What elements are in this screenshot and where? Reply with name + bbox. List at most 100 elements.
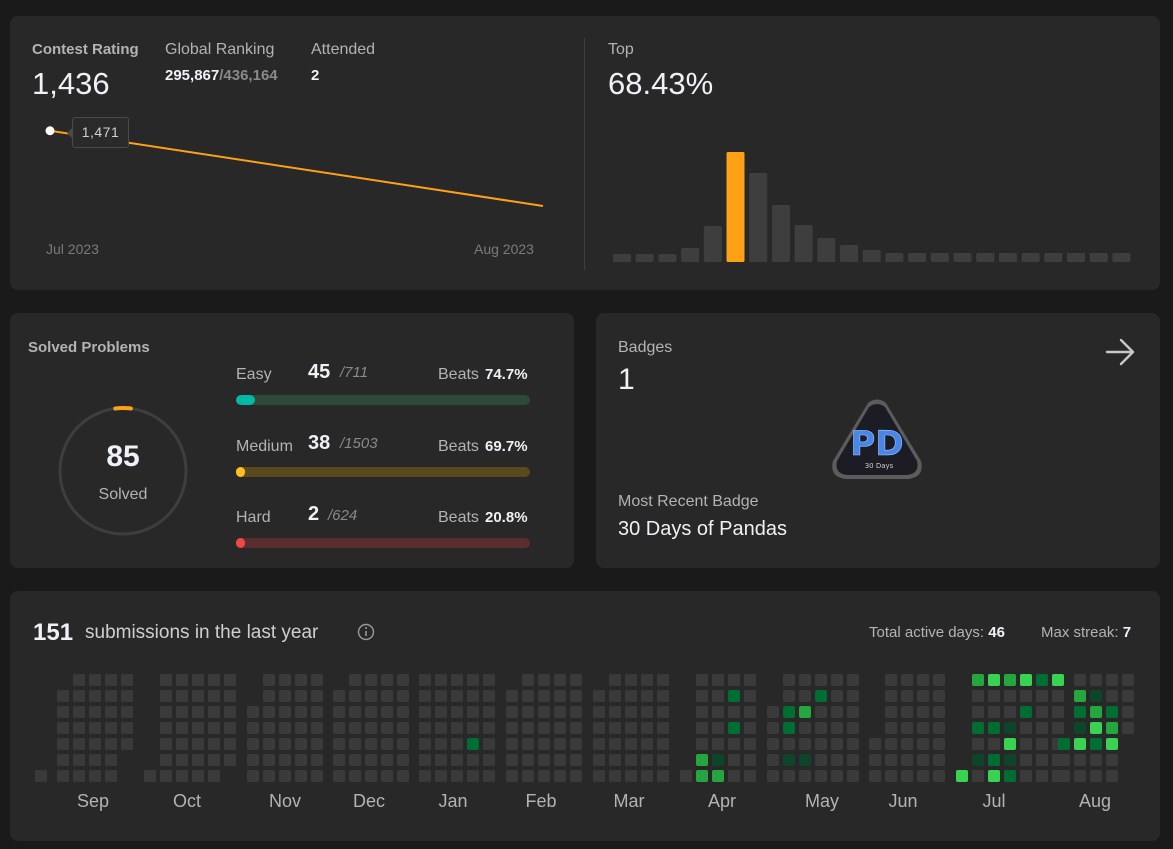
- heatmap-day[interactable]: [538, 706, 550, 718]
- heatmap-day[interactable]: [263, 738, 275, 750]
- heatmap-day[interactable]: [73, 674, 85, 686]
- heatmap-day[interactable]: [506, 770, 518, 782]
- heatmap-day[interactable]: [799, 690, 811, 702]
- heatmap-day[interactable]: [538, 770, 550, 782]
- heatmap-day[interactable]: [538, 722, 550, 734]
- heatmap-day[interactable]: [1052, 706, 1064, 718]
- heatmap-day[interactable]: [467, 706, 479, 718]
- heatmap-day[interactable]: [279, 674, 291, 686]
- heatmap-day[interactable]: [847, 722, 859, 734]
- heatmap-day[interactable]: [522, 690, 534, 702]
- heatmap-day[interactable]: [712, 770, 724, 782]
- heatmap-day[interactable]: [728, 770, 740, 782]
- heatmap-day[interactable]: [263, 690, 275, 702]
- heatmap-day[interactable]: [397, 690, 409, 702]
- heatmap-day[interactable]: [311, 754, 323, 766]
- heatmap-day[interactable]: [208, 722, 220, 734]
- heatmap-day[interactable]: [885, 754, 897, 766]
- heatmap-day[interactable]: [696, 690, 708, 702]
- heatmap-day[interactable]: [1052, 722, 1064, 734]
- histogram-bar[interactable]: [1089, 253, 1108, 262]
- heatmap-day[interactable]: [89, 770, 101, 782]
- histogram-bar[interactable]: [998, 253, 1017, 262]
- heatmap-day[interactable]: [349, 738, 361, 750]
- heatmap-day[interactable]: [885, 722, 897, 734]
- heatmap-day[interactable]: [333, 690, 345, 702]
- heatmap-day[interactable]: [728, 754, 740, 766]
- heatmap-day[interactable]: [847, 706, 859, 718]
- heatmap-day[interactable]: [712, 690, 724, 702]
- histogram-bar[interactable]: [908, 253, 927, 262]
- heatmap-day[interactable]: [933, 690, 945, 702]
- heatmap-day[interactable]: [263, 754, 275, 766]
- heatmap-day[interactable]: [570, 690, 582, 702]
- heatmap-day[interactable]: [1106, 738, 1118, 750]
- heatmap-day[interactable]: [901, 690, 913, 702]
- heatmap-day[interactable]: [1004, 722, 1016, 734]
- heatmap-day[interactable]: [831, 738, 843, 750]
- histogram-bar[interactable]: [817, 238, 836, 262]
- heatmap-day[interactable]: [831, 754, 843, 766]
- heatmap-day[interactable]: [885, 738, 897, 750]
- heatmap-day[interactable]: [57, 706, 69, 718]
- heatmap-day[interactable]: [192, 738, 204, 750]
- heatmap-day[interactable]: [609, 770, 621, 782]
- heatmap-day[interactable]: [419, 674, 431, 686]
- heatmap-day[interactable]: [1074, 674, 1086, 686]
- histogram-bar[interactable]: [794, 225, 813, 262]
- heatmap-day[interactable]: [349, 674, 361, 686]
- heatmap-day[interactable]: [609, 690, 621, 702]
- heatmap-day[interactable]: [783, 754, 795, 766]
- heatmap-day[interactable]: [506, 738, 518, 750]
- heatmap-day[interactable]: [554, 690, 566, 702]
- heatmap-day[interactable]: [365, 674, 377, 686]
- heatmap-day[interactable]: [570, 706, 582, 718]
- heatmap-day[interactable]: [176, 722, 188, 734]
- heatmap-day[interactable]: [295, 738, 307, 750]
- heatmap-day[interactable]: [901, 754, 913, 766]
- heatmap-day[interactable]: [933, 770, 945, 782]
- heatmap-day[interactable]: [593, 738, 605, 750]
- heatmap-day[interactable]: [333, 754, 345, 766]
- heatmap-day[interactable]: [641, 674, 653, 686]
- heatmap-day[interactable]: [57, 738, 69, 750]
- heatmap-day[interactable]: [783, 770, 795, 782]
- heatmap-day[interactable]: [815, 690, 827, 702]
- heatmap-day[interactable]: [712, 754, 724, 766]
- heatmap-day[interactable]: [538, 674, 550, 686]
- histogram-bar[interactable]: [749, 173, 768, 262]
- heatmap-day[interactable]: [176, 674, 188, 686]
- heatmap-day[interactable]: [451, 754, 463, 766]
- heatmap-day[interactable]: [311, 674, 323, 686]
- heatmap-day[interactable]: [885, 770, 897, 782]
- heatmap-day[interactable]: [609, 674, 621, 686]
- heatmap-day[interactable]: [381, 690, 393, 702]
- heatmap-day[interactable]: [57, 754, 69, 766]
- heatmap-day[interactable]: [311, 706, 323, 718]
- heatmap-day[interactable]: [73, 754, 85, 766]
- heatmap-day[interactable]: [1020, 738, 1032, 750]
- histogram-bar[interactable]: [703, 226, 722, 262]
- heatmap-day[interactable]: [728, 722, 740, 734]
- heatmap-day[interactable]: [570, 674, 582, 686]
- heatmap-day[interactable]: [192, 706, 204, 718]
- heatmap-day[interactable]: [831, 722, 843, 734]
- heatmap-day[interactable]: [435, 754, 447, 766]
- heatmap-day[interactable]: [160, 754, 172, 766]
- heatmap-day[interactable]: [208, 690, 220, 702]
- heatmap-day[interactable]: [435, 738, 447, 750]
- heatmap-day[interactable]: [972, 770, 984, 782]
- heatmap-day[interactable]: [712, 706, 724, 718]
- heatmap-day[interactable]: [506, 706, 518, 718]
- heatmap-day[interactable]: [483, 770, 495, 782]
- heatmap-day[interactable]: [728, 674, 740, 686]
- heatmap-day[interactable]: [869, 754, 881, 766]
- heatmap-day[interactable]: [311, 738, 323, 750]
- heatmap-day[interactable]: [1036, 722, 1048, 734]
- heatmap-day[interactable]: [419, 722, 431, 734]
- heatmap-day[interactable]: [1106, 770, 1118, 782]
- heatmap-day[interactable]: [783, 738, 795, 750]
- heatmap-day[interactable]: [625, 690, 637, 702]
- histogram-bar[interactable]: [681, 248, 700, 262]
- heatmap-day[interactable]: [349, 706, 361, 718]
